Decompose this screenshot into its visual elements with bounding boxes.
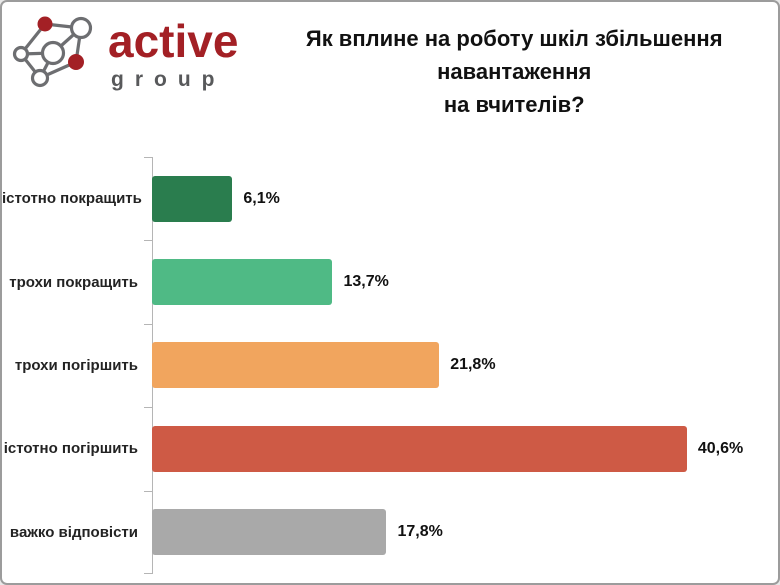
- axis-tick: [144, 157, 153, 158]
- network-graph-icon: [12, 16, 93, 88]
- bar-track: 40,6%: [152, 425, 758, 472]
- chart-row: істотно погіршить 40,6%: [2, 407, 778, 490]
- axis-tick: [144, 490, 153, 492]
- axis-tick: [144, 323, 153, 325]
- axis-tick: [144, 240, 153, 242]
- category-label: істотно покращить: [2, 190, 142, 208]
- bar: [152, 342, 440, 389]
- brand-name-secondary: group: [111, 67, 226, 91]
- chart-title: Як вплине на роботу шкіл збільшення нава…: [238, 22, 764, 121]
- bar: [152, 509, 387, 556]
- bar-track: 6,1%: [152, 175, 758, 222]
- chart-row: трохи погіршить 21,8%: [2, 324, 778, 407]
- value-label: 17,8%: [397, 523, 443, 541]
- bar-track: 17,8%: [152, 509, 758, 556]
- chart-row: істотно покращить 6,1%: [2, 157, 778, 240]
- chart-title-line1: Як вплине на роботу шкіл збільшення нава…: [305, 26, 723, 84]
- header: active group Як вплине на роботу шкіл зб…: [2, 2, 778, 121]
- brand-name-primary: active: [108, 15, 239, 67]
- chart-row: трохи покращить 13,7%: [2, 240, 778, 323]
- logo-text: active group: [108, 15, 239, 92]
- value-label: 21,8%: [450, 356, 496, 374]
- bar: [152, 175, 233, 222]
- axis-tick: [144, 407, 153, 409]
- category-label: трохи погіршить: [14, 356, 138, 374]
- chart-title-line2: на вчителів?: [443, 92, 585, 117]
- category-label: трохи покращить: [9, 273, 138, 291]
- chart-row: важко відповісти 17,8%: [2, 491, 778, 574]
- bar-track: 13,7%: [152, 259, 758, 306]
- axis-tick: [144, 573, 153, 574]
- value-label: 6,1%: [243, 189, 280, 207]
- bar: [152, 425, 687, 472]
- chart: істотно покращить 6,1% трохи покращить 13,7…: [2, 157, 778, 574]
- category-label: важко відповісти: [9, 523, 138, 541]
- bar-track: 21,8%: [152, 342, 758, 389]
- value-label: 13,7%: [343, 273, 389, 291]
- bar: [152, 259, 333, 306]
- logo: active group: [10, 12, 238, 94]
- category-label: істотно погіршить: [3, 440, 138, 458]
- value-label: 40,6%: [697, 439, 744, 457]
